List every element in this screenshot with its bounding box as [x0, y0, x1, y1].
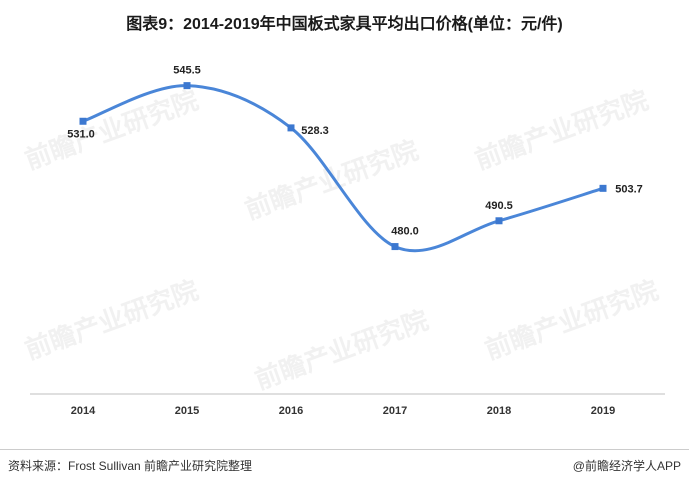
data-point-marker [79, 117, 87, 125]
x-tick-labels: 2014 2015 2016 2017 2018 2019 [71, 405, 615, 417]
footer: 资料来源：Frost Sullivan 前瞻产业研究院整理 @前瞻经济学人APP [0, 449, 689, 485]
data-labels: 531.0 545.5 528.3 480.0 490.5 503.7 [67, 65, 643, 238]
data-label: 490.5 [485, 200, 513, 212]
data-point-marker [183, 82, 191, 90]
data-label: 545.5 [173, 65, 201, 77]
data-point-marker [495, 217, 503, 225]
data-point-marker [391, 243, 399, 251]
line-chart: 2014 2015 2016 2017 2018 2019 531.0 545.5 528.3… [30, 65, 665, 417]
x-tick-label: 2018 [487, 405, 511, 417]
data-point-marker [287, 124, 295, 132]
source-note: 资料来源：Frost Sullivan 前瞻产业研究院整理 [8, 459, 253, 473]
series-markers [79, 82, 607, 251]
data-label: 531.0 [67, 128, 95, 140]
series-line [82, 84, 604, 253]
x-tick-label: 2015 [175, 405, 199, 417]
brand-credit: @前瞻经济学人APP [572, 459, 681, 473]
data-label: 503.7 [615, 183, 643, 195]
chart-title: 图表9：2014-2019年中国板式家具平均出口价格(单位：元/件) [126, 16, 563, 33]
data-point-marker [599, 184, 607, 192]
x-tick-label: 2014 [71, 405, 96, 417]
x-tick-label: 2017 [383, 405, 407, 417]
x-tick-label: 2019 [591, 405, 615, 417]
data-label: 528.3 [301, 125, 329, 137]
data-label: 480.0 [391, 226, 419, 238]
x-tick-label: 2016 [279, 405, 303, 417]
